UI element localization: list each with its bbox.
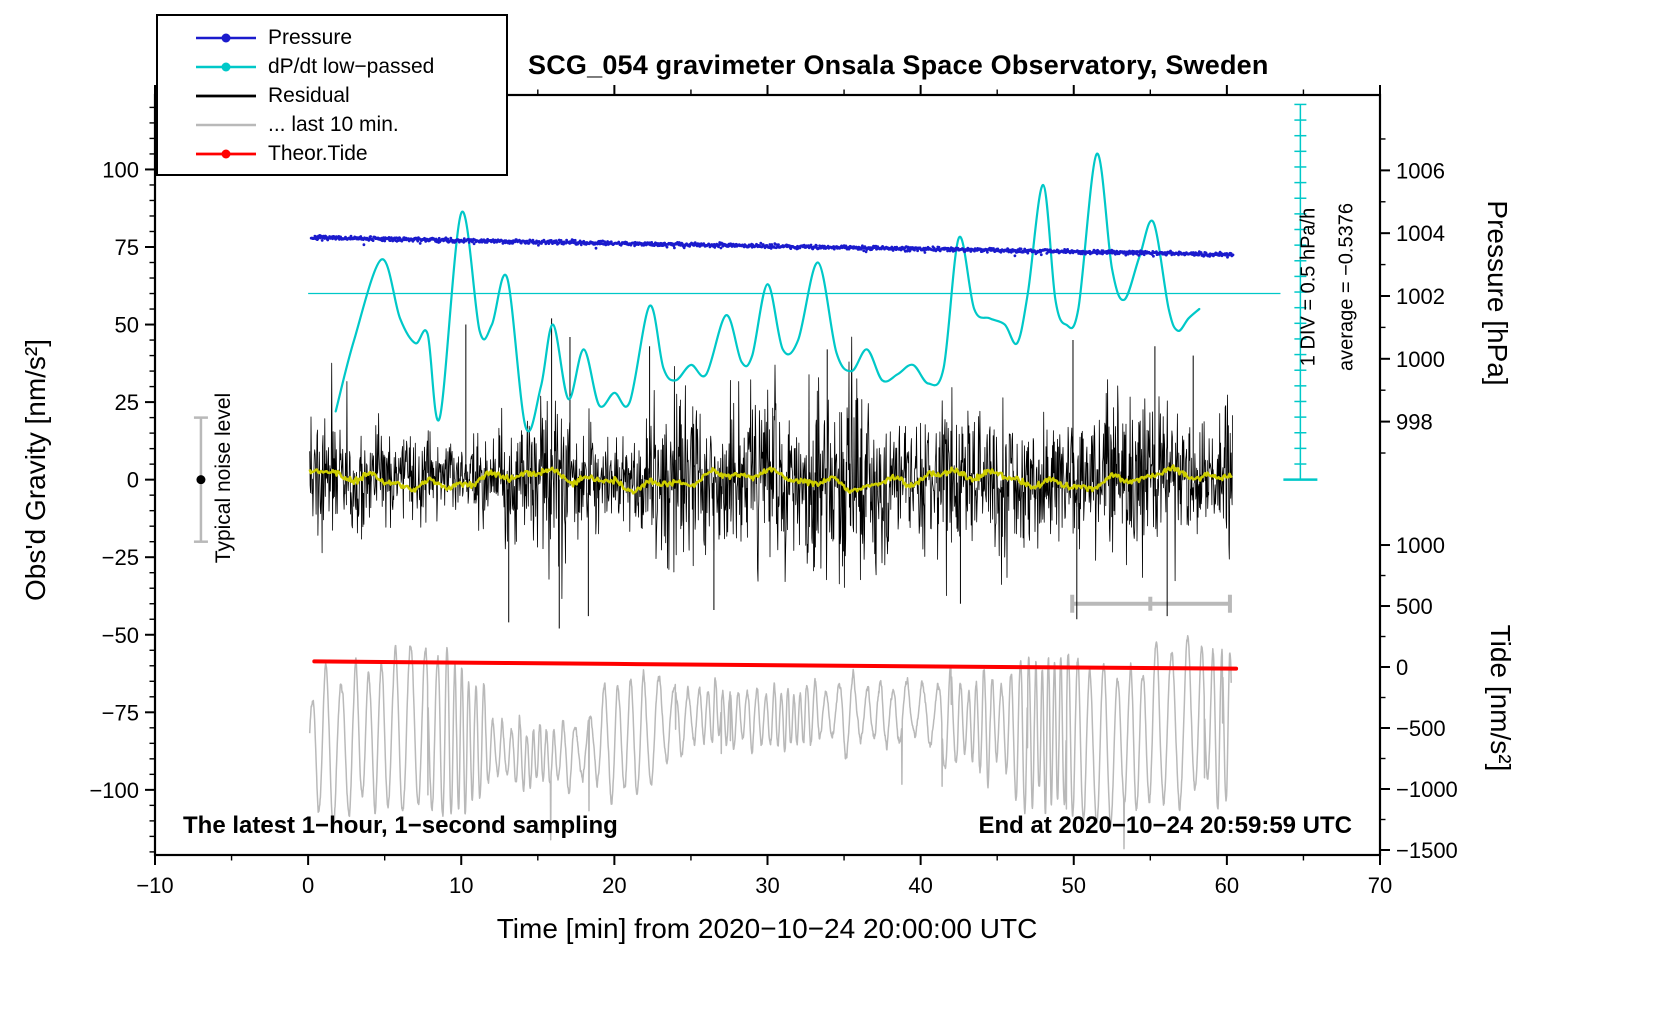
x-tick-label: 60 xyxy=(1215,873,1239,898)
noise-level-annotation: Typical noise level xyxy=(212,392,235,564)
tide-tick-label: −500 xyxy=(1396,716,1446,741)
gravity-tick-label: −75 xyxy=(102,700,139,725)
pressure-tick-label: 1000 xyxy=(1396,347,1445,372)
x-tick-label: 10 xyxy=(449,873,473,898)
gravity-tick-label: −50 xyxy=(102,623,139,648)
legend: Pressure dP/dt low−passed Residual ... last… xyxy=(156,14,508,176)
series-residual xyxy=(309,318,1233,629)
noise-level-marker xyxy=(193,416,208,543)
legend-item-pressure: Pressure xyxy=(158,23,506,52)
sampling-annotation: The latest 1−hour, 1−second sampling xyxy=(183,812,618,839)
gravity-tick-label: −25 xyxy=(102,545,139,570)
tide-tick-label: 500 xyxy=(1396,594,1433,619)
legend-item-residual: Residual xyxy=(158,81,506,110)
series-last10 xyxy=(308,634,1232,850)
x-tick-label: 50 xyxy=(1062,873,1086,898)
series-dpdt xyxy=(334,152,1201,433)
y-axis-label-pressure: Pressure [hPa] xyxy=(1482,200,1513,386)
tide-tick-label: 1000 xyxy=(1396,533,1445,558)
gravity-tick-label: 75 xyxy=(115,235,139,260)
x-axis-label: Time [min] from 2020−10−24 20:00:00 UTC xyxy=(496,913,1038,944)
end-time-annotation: End at 2020−10−24 20:59:59 UTC xyxy=(978,812,1352,839)
div-scale-annotation: 1 DIV = 0.5 hPa/h xyxy=(1297,207,1320,367)
legend-label: ... last 10 min. xyxy=(268,112,399,136)
legend-swatch-residual-icon xyxy=(196,94,256,97)
tide-tick-label: −1000 xyxy=(1396,777,1458,802)
legend-swatch-pressure-icon xyxy=(196,33,256,42)
gravity-tick-label: 100 xyxy=(102,157,139,182)
legend-swatch-theor-tide-icon xyxy=(196,149,256,158)
legend-item-dpdt-low-passed: dP/dt low−passed xyxy=(158,52,506,81)
legend-swatch-dpdt-low-passed-icon xyxy=(196,62,256,71)
y-axis-label-tide: Tide [nm/s²] xyxy=(1485,624,1516,772)
x-tick-label: 0 xyxy=(302,873,314,898)
gravity-tick-label: 50 xyxy=(115,313,139,338)
div-scale-ruler xyxy=(1283,103,1318,481)
legend-label: Residual xyxy=(268,83,350,107)
x-tick-label: 40 xyxy=(908,873,932,898)
x-tick-label: −10 xyxy=(136,873,173,898)
legend-label: dP/dt low−passed xyxy=(268,54,435,78)
window-scale-bar xyxy=(1070,594,1232,613)
pressure-tick-label: 1006 xyxy=(1396,158,1445,183)
tide-tick-label: −1500 xyxy=(1396,838,1458,863)
x-tick-label: 70 xyxy=(1368,873,1392,898)
legend-label: Theor.Tide xyxy=(268,141,368,165)
pressure-tick-label: 1002 xyxy=(1396,284,1445,309)
average-annotation: average = −0.5376 xyxy=(1335,203,1358,371)
x-tick-label: 30 xyxy=(755,873,779,898)
legend-item-last-10-min: ... last 10 min. xyxy=(158,110,506,139)
pressure-tick-label: 998 xyxy=(1396,410,1433,435)
tide-tick-label: 0 xyxy=(1396,655,1408,680)
series-pressure xyxy=(309,234,1235,259)
series-tide xyxy=(312,659,1239,671)
plot-frame: −10 0 10 20 30 40 50 60 70−100−75−50−25025507510… xyxy=(89,85,1458,898)
x-tick-label: 20 xyxy=(602,873,626,898)
y-axis-label-gravity: Obs'd Gravity [nm/s²] xyxy=(20,338,51,602)
series-residual-lowpass xyxy=(308,464,1233,495)
legend-label: Pressure xyxy=(268,25,353,49)
gravity-tick-label: −100 xyxy=(89,778,139,803)
gravity-tick-label: 0 xyxy=(127,468,139,493)
legend-swatch-last-10-min-icon xyxy=(196,123,256,126)
legend-item-theor-tide: Theor.Tide xyxy=(158,139,506,168)
pressure-tick-label: 1004 xyxy=(1396,221,1445,246)
chart-title: SCG_054 gravimeter Onsala Space Observat… xyxy=(528,50,1269,80)
gravity-tick-label: 25 xyxy=(115,390,139,415)
